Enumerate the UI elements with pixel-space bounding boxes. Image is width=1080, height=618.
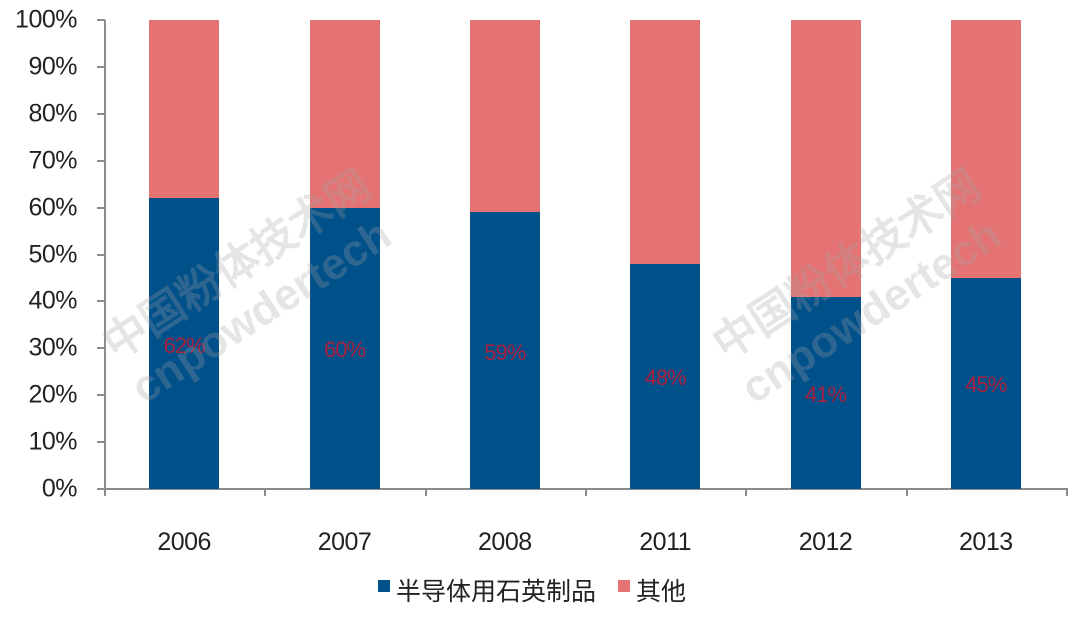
bar-segment-quartz (790, 296, 861, 489)
bar-segment-other (309, 20, 380, 208)
data-label: 41% (804, 381, 847, 407)
legend-label: 半导体用石英制品 (396, 578, 597, 606)
bar-segment-other (469, 20, 540, 213)
bar-segment-other (149, 20, 220, 199)
y-tick-mark (97, 159, 105, 162)
y-tick-mark (97, 112, 105, 115)
legend-swatch-blue (378, 580, 390, 592)
bar-segment-other (950, 20, 1021, 278)
y-tick-mark (97, 441, 105, 444)
y-tick-mark (97, 65, 105, 68)
bar-2012: 41% (790, 20, 861, 489)
x-tick-label: 2012 (798, 528, 853, 556)
x-tick-label: 2007 (317, 528, 372, 556)
y-tick-mark (97, 394, 105, 397)
x-tick-mark (264, 488, 267, 496)
bar-segment-quartz (309, 207, 380, 489)
y-axis-line (104, 20, 106, 490)
x-tick-mark (745, 488, 748, 496)
bar-2007: 60% (309, 20, 380, 489)
y-tick-label: 80% (28, 99, 77, 128)
legend-swatch-red (618, 580, 631, 592)
x-tick-mark (905, 488, 908, 496)
y-tick-mark (97, 347, 105, 350)
y-tick-mark (97, 206, 105, 209)
y-tick-label: 10% (28, 427, 77, 456)
data-label: 45% (965, 372, 1007, 398)
legend: 半导体用石英制品 其他 (378, 572, 708, 608)
x-tick-label: 2006 (157, 528, 211, 556)
bar-segment-other (630, 20, 701, 264)
x-tick-mark (424, 488, 427, 496)
legend-item-quartz: 半导体用石英制品 (378, 572, 596, 608)
y-tick-mark (97, 300, 105, 303)
x-tick-mark (104, 488, 106, 496)
data-label: 59% (484, 339, 526, 365)
legend-item-other: 其他 (618, 572, 686, 608)
x-tick-label: 2008 (478, 528, 532, 556)
y-tick-label: 40% (28, 286, 77, 315)
bar-segment-quartz (469, 212, 540, 489)
y-tick-label: 20% (28, 380, 77, 409)
bar-segment-quartz (630, 263, 701, 489)
bar-segment-quartz (149, 198, 220, 489)
y-tick-label: 90% (28, 52, 77, 81)
y-tick-mark (97, 488, 105, 490)
y-tick-label: 70% (28, 146, 77, 175)
x-tick-label: 2013 (959, 528, 1013, 556)
y-tick-label: 100% (15, 5, 77, 34)
y-tick-mark (97, 19, 105, 21)
bar-2013: 45% (950, 20, 1021, 489)
y-tick-label: 50% (28, 240, 77, 268)
bar-2008: 59% (469, 20, 540, 489)
y-tick-label: 60% (28, 193, 77, 222)
y-tick-mark (97, 253, 105, 256)
x-tick-mark (585, 488, 587, 496)
x-tick-label: 2011 (639, 528, 692, 556)
y-tick-label: 30% (28, 333, 77, 362)
y-tick-label: 0% (41, 474, 78, 503)
bar-segment-quartz (950, 277, 1021, 489)
bar-2006: 62% (149, 20, 220, 489)
bar-segment-other (790, 20, 861, 297)
data-label: 60% (323, 337, 366, 363)
data-label: 62% (163, 332, 206, 358)
x-tick-mark (1066, 488, 1068, 496)
legend-label: 其他 (636, 578, 687, 606)
bar-2011: 48% (630, 20, 701, 489)
data-label: 48% (644, 365, 687, 391)
